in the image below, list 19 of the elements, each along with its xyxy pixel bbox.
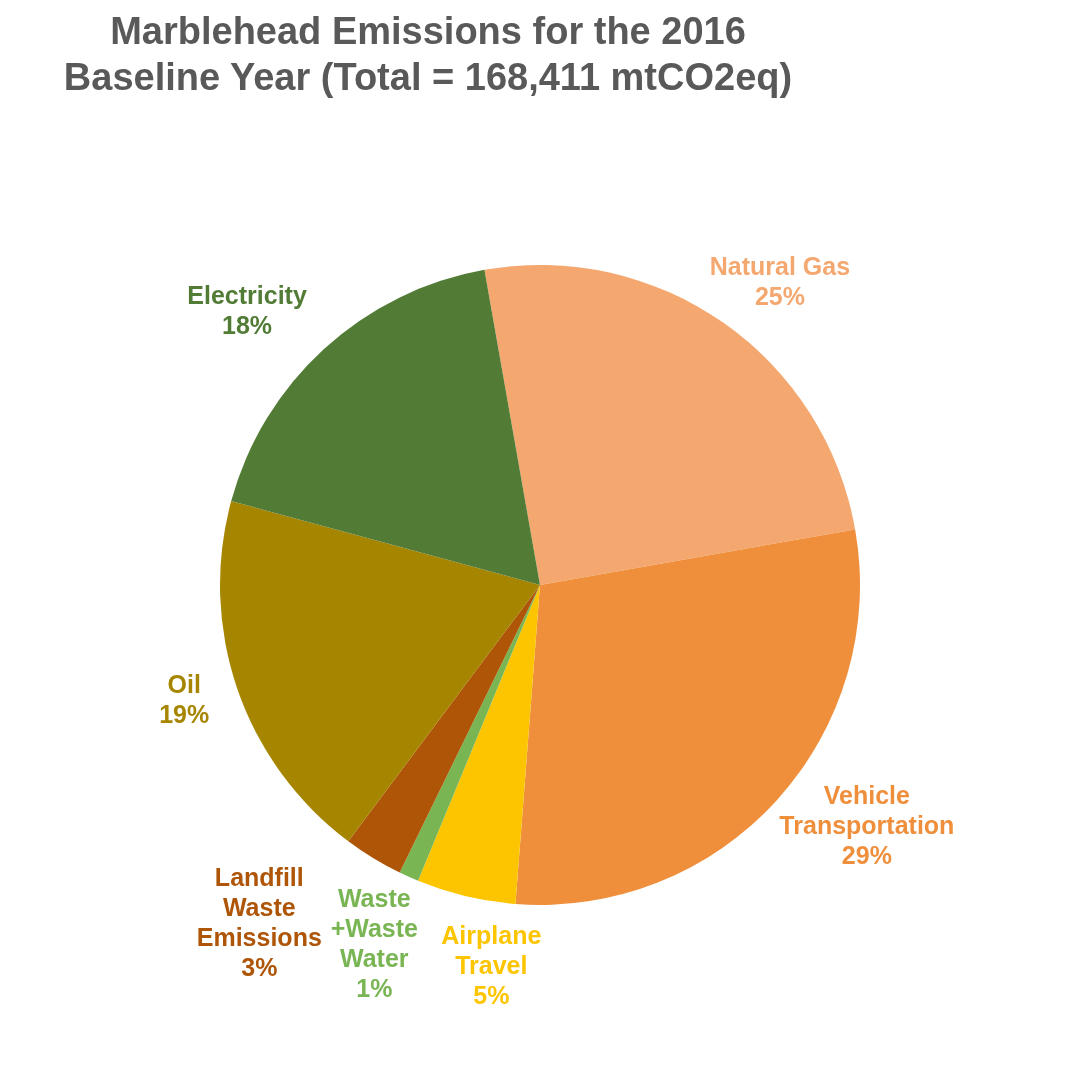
slice-label: Airplane Travel	[441, 921, 542, 980]
slice-label: Natural Gas	[709, 252, 851, 281]
pie-slice	[348, 585, 540, 873]
data-label: 18%	[222, 311, 273, 340]
data-label: 29%	[841, 841, 892, 870]
data-label: 19%	[159, 699, 210, 728]
slice-label: Oil	[167, 669, 201, 698]
pie-slice	[220, 501, 540, 842]
pie-slice	[418, 585, 540, 905]
pie-slice	[399, 585, 540, 881]
data-label: 5%	[473, 981, 510, 1010]
slice-label: Vehicle Transportation	[779, 781, 955, 840]
data-label: 25%	[754, 282, 805, 311]
data-label: 3%	[241, 952, 278, 981]
data-label: 1%	[356, 973, 393, 1002]
slice-label: Electricity	[187, 281, 307, 310]
slice-label: Waste +Waste Water	[330, 883, 419, 972]
slice-label: Landfill Waste Emissions	[196, 862, 322, 951]
chart-title: Marblehead Emissions for the 2016 Baseline Year (Total = 168,411 mtCO2eq)	[62, 9, 794, 100]
